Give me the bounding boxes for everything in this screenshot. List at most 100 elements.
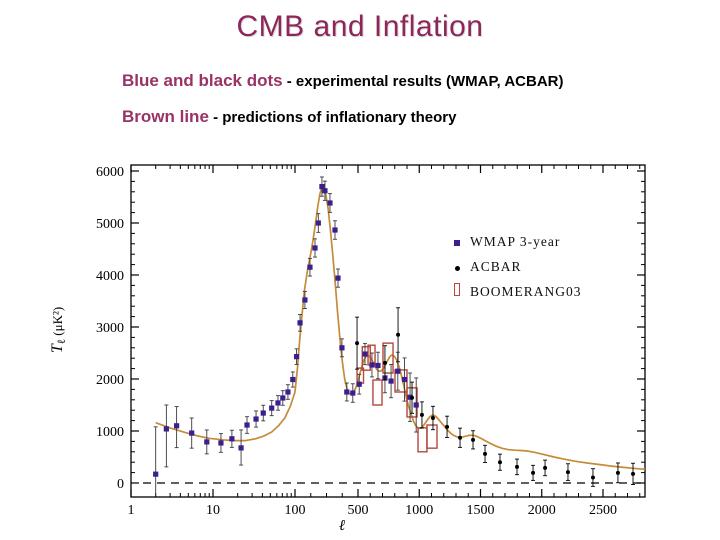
- wmap-point: [362, 351, 368, 357]
- wmap-point: [407, 394, 413, 400]
- plot-legend: WMAP 3-year ACBAR BOOMERANG03: [450, 229, 620, 304]
- x-tick-label: 1: [128, 503, 135, 518]
- wmap-point: [344, 389, 350, 395]
- wmap-point: [322, 188, 328, 194]
- x-tick-label: 2000: [528, 503, 556, 518]
- wmap-point: [204, 439, 210, 445]
- wmap-point: [163, 426, 169, 432]
- wmap-point: [369, 362, 375, 368]
- wmap-point: [280, 395, 286, 401]
- acbar-series: [355, 307, 636, 487]
- wmap-point: [260, 410, 266, 416]
- x-tick-label: 10: [206, 503, 220, 518]
- acbar-point: [382, 360, 387, 365]
- wmap-point: [335, 275, 341, 281]
- wmap-point: [375, 362, 381, 369]
- wmap-point: [285, 389, 291, 395]
- legend-item-wmap: WMAP 3-year: [450, 229, 620, 254]
- y-axis-label: Tℓ (μK²): [49, 307, 68, 353]
- wmap-point: [290, 376, 296, 383]
- x-axis-label: ℓ: [339, 516, 345, 534]
- legend-label-wmap: WMAP 3-year: [470, 233, 561, 249]
- wmap-point: [327, 200, 333, 206]
- x-tick-label: 500: [348, 503, 369, 518]
- bullet-rest-theory: - predictions of inflationary theory: [208, 109, 457, 126]
- wmap-point: [189, 430, 195, 436]
- x-tick-label: 1000: [405, 503, 433, 518]
- wmap-point: [229, 436, 235, 442]
- wmap-point: [319, 184, 325, 190]
- wmap-point: [312, 245, 318, 251]
- legend-label-boomerang: BOOMERANG03: [470, 283, 582, 299]
- acbar-dot-icon: [450, 258, 464, 276]
- y-tick-label: 3000: [96, 321, 124, 336]
- wmap-series: [153, 176, 419, 495]
- wmap-point: [244, 422, 250, 428]
- acbar-point: [471, 437, 476, 442]
- boomerang-band: [382, 342, 394, 374]
- acbar-point: [430, 416, 435, 420]
- legend-item-boomerang: BOOMERANG03: [450, 279, 620, 304]
- wmap-point: [275, 400, 281, 406]
- wmap-point: [395, 368, 401, 374]
- wmap-square-icon: [450, 233, 464, 251]
- plot-axes: 0 1000 2000 3000 4000 5000 6000 1 10 100 500 1000 15…: [49, 164, 646, 534]
- acbar-point: [515, 464, 520, 469]
- legend-label-acbar: ACBAR: [470, 258, 522, 274]
- acbar-point: [543, 465, 548, 470]
- x-tick-label: 1500: [467, 503, 495, 518]
- wmap-point: [356, 381, 362, 387]
- x-tick-label: 100: [285, 503, 306, 518]
- legend-item-acbar: ACBAR: [450, 254, 620, 279]
- boomerang-band: [361, 346, 371, 371]
- acbar-point: [631, 471, 636, 476]
- bullet-experimental: Blue and black dots - experimental resul…: [122, 71, 563, 91]
- y-tick-label: 6000: [96, 165, 124, 180]
- wmap-point: [307, 264, 313, 270]
- acbar-point: [410, 395, 415, 400]
- wmap-point: [153, 471, 159, 477]
- acbar-point: [497, 460, 502, 465]
- wmap-point: [413, 402, 419, 408]
- y-tick-label: 1000: [96, 425, 124, 440]
- acbar-point: [445, 424, 450, 429]
- boomerang-band: [417, 427, 428, 453]
- page-title: CMB and Inflation: [236, 10, 484, 43]
- y-tick-label: 0: [117, 477, 124, 492]
- bullet-theory: Brown line - predictions of inflationary…: [122, 107, 456, 127]
- y-tick-label: 5000: [96, 217, 124, 232]
- boomerang-band: [426, 424, 438, 449]
- acbar-point: [590, 475, 595, 480]
- wmap-point: [253, 416, 259, 422]
- wmap-point: [269, 405, 275, 411]
- boomerang-band: [372, 379, 383, 406]
- bullet-lead-dots: Blue and black dots: [122, 71, 283, 90]
- y-tick-label: 4000: [96, 269, 124, 284]
- wmap-point: [293, 354, 300, 360]
- wmap-point: [174, 423, 180, 429]
- acbar-point: [396, 332, 401, 337]
- wmap-point: [350, 390, 356, 396]
- acbar-point: [355, 341, 360, 346]
- wmap-point: [332, 227, 338, 233]
- bullet-lead-line: Brown line: [122, 107, 209, 126]
- wmap-point: [315, 220, 321, 226]
- wmap-point: [339, 345, 345, 351]
- x-tick-label: 2500: [589, 503, 617, 518]
- y-tick-label: 2000: [96, 373, 124, 388]
- acbar-point: [565, 470, 570, 475]
- boomerang-box-icon: [450, 282, 464, 301]
- acbar-point: [458, 435, 463, 440]
- acbar-point: [419, 412, 424, 417]
- wmap-point: [297, 320, 303, 326]
- bullet-rest-experimental: - experimental results (WMAP, ACBAR): [282, 73, 564, 90]
- wmap-point: [401, 376, 408, 383]
- acbar-point: [483, 451, 488, 456]
- wmap-point: [302, 297, 308, 303]
- wmap-point: [238, 445, 244, 451]
- wmap-point: [388, 378, 394, 384]
